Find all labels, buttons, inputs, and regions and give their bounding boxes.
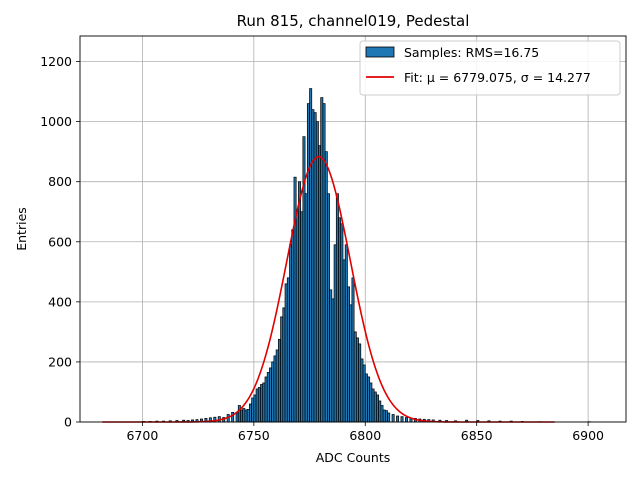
- y-tick-label: 1000: [40, 114, 72, 129]
- y-axis-label: Entries: [14, 207, 29, 251]
- y-tick-label: 600: [48, 234, 72, 249]
- histogram-bar: [396, 416, 398, 422]
- chart-title: Run 815, channel019, Pedestal: [237, 12, 470, 30]
- x-tick-label: 6700: [126, 428, 158, 443]
- histogram-bar: [405, 417, 407, 422]
- histogram-bar: [388, 413, 390, 422]
- legend-fit-label: Fit: μ = 6779.075, σ = 14.277: [404, 70, 591, 85]
- histogram-bar: [392, 414, 394, 422]
- legend: Samples: RMS=16.75 Fit: μ = 6779.075, σ …: [360, 41, 620, 95]
- x-tick-label: 6800: [349, 428, 381, 443]
- x-tick-label: 6900: [572, 428, 604, 443]
- y-tick-label: 0: [64, 415, 72, 430]
- y-tick-label: 1200: [40, 54, 72, 69]
- y-tick-label: 200: [48, 354, 72, 369]
- legend-samples-label: Samples: RMS=16.75: [404, 45, 539, 60]
- legend-bar-swatch: [366, 47, 394, 57]
- x-axis-label: ADC Counts: [316, 450, 391, 465]
- histogram-bar: [401, 417, 403, 422]
- y-tick-label: 800: [48, 174, 72, 189]
- x-tick-label: 6750: [238, 428, 270, 443]
- y-tick-label: 400: [48, 294, 72, 309]
- x-tick-label: 6850: [461, 428, 493, 443]
